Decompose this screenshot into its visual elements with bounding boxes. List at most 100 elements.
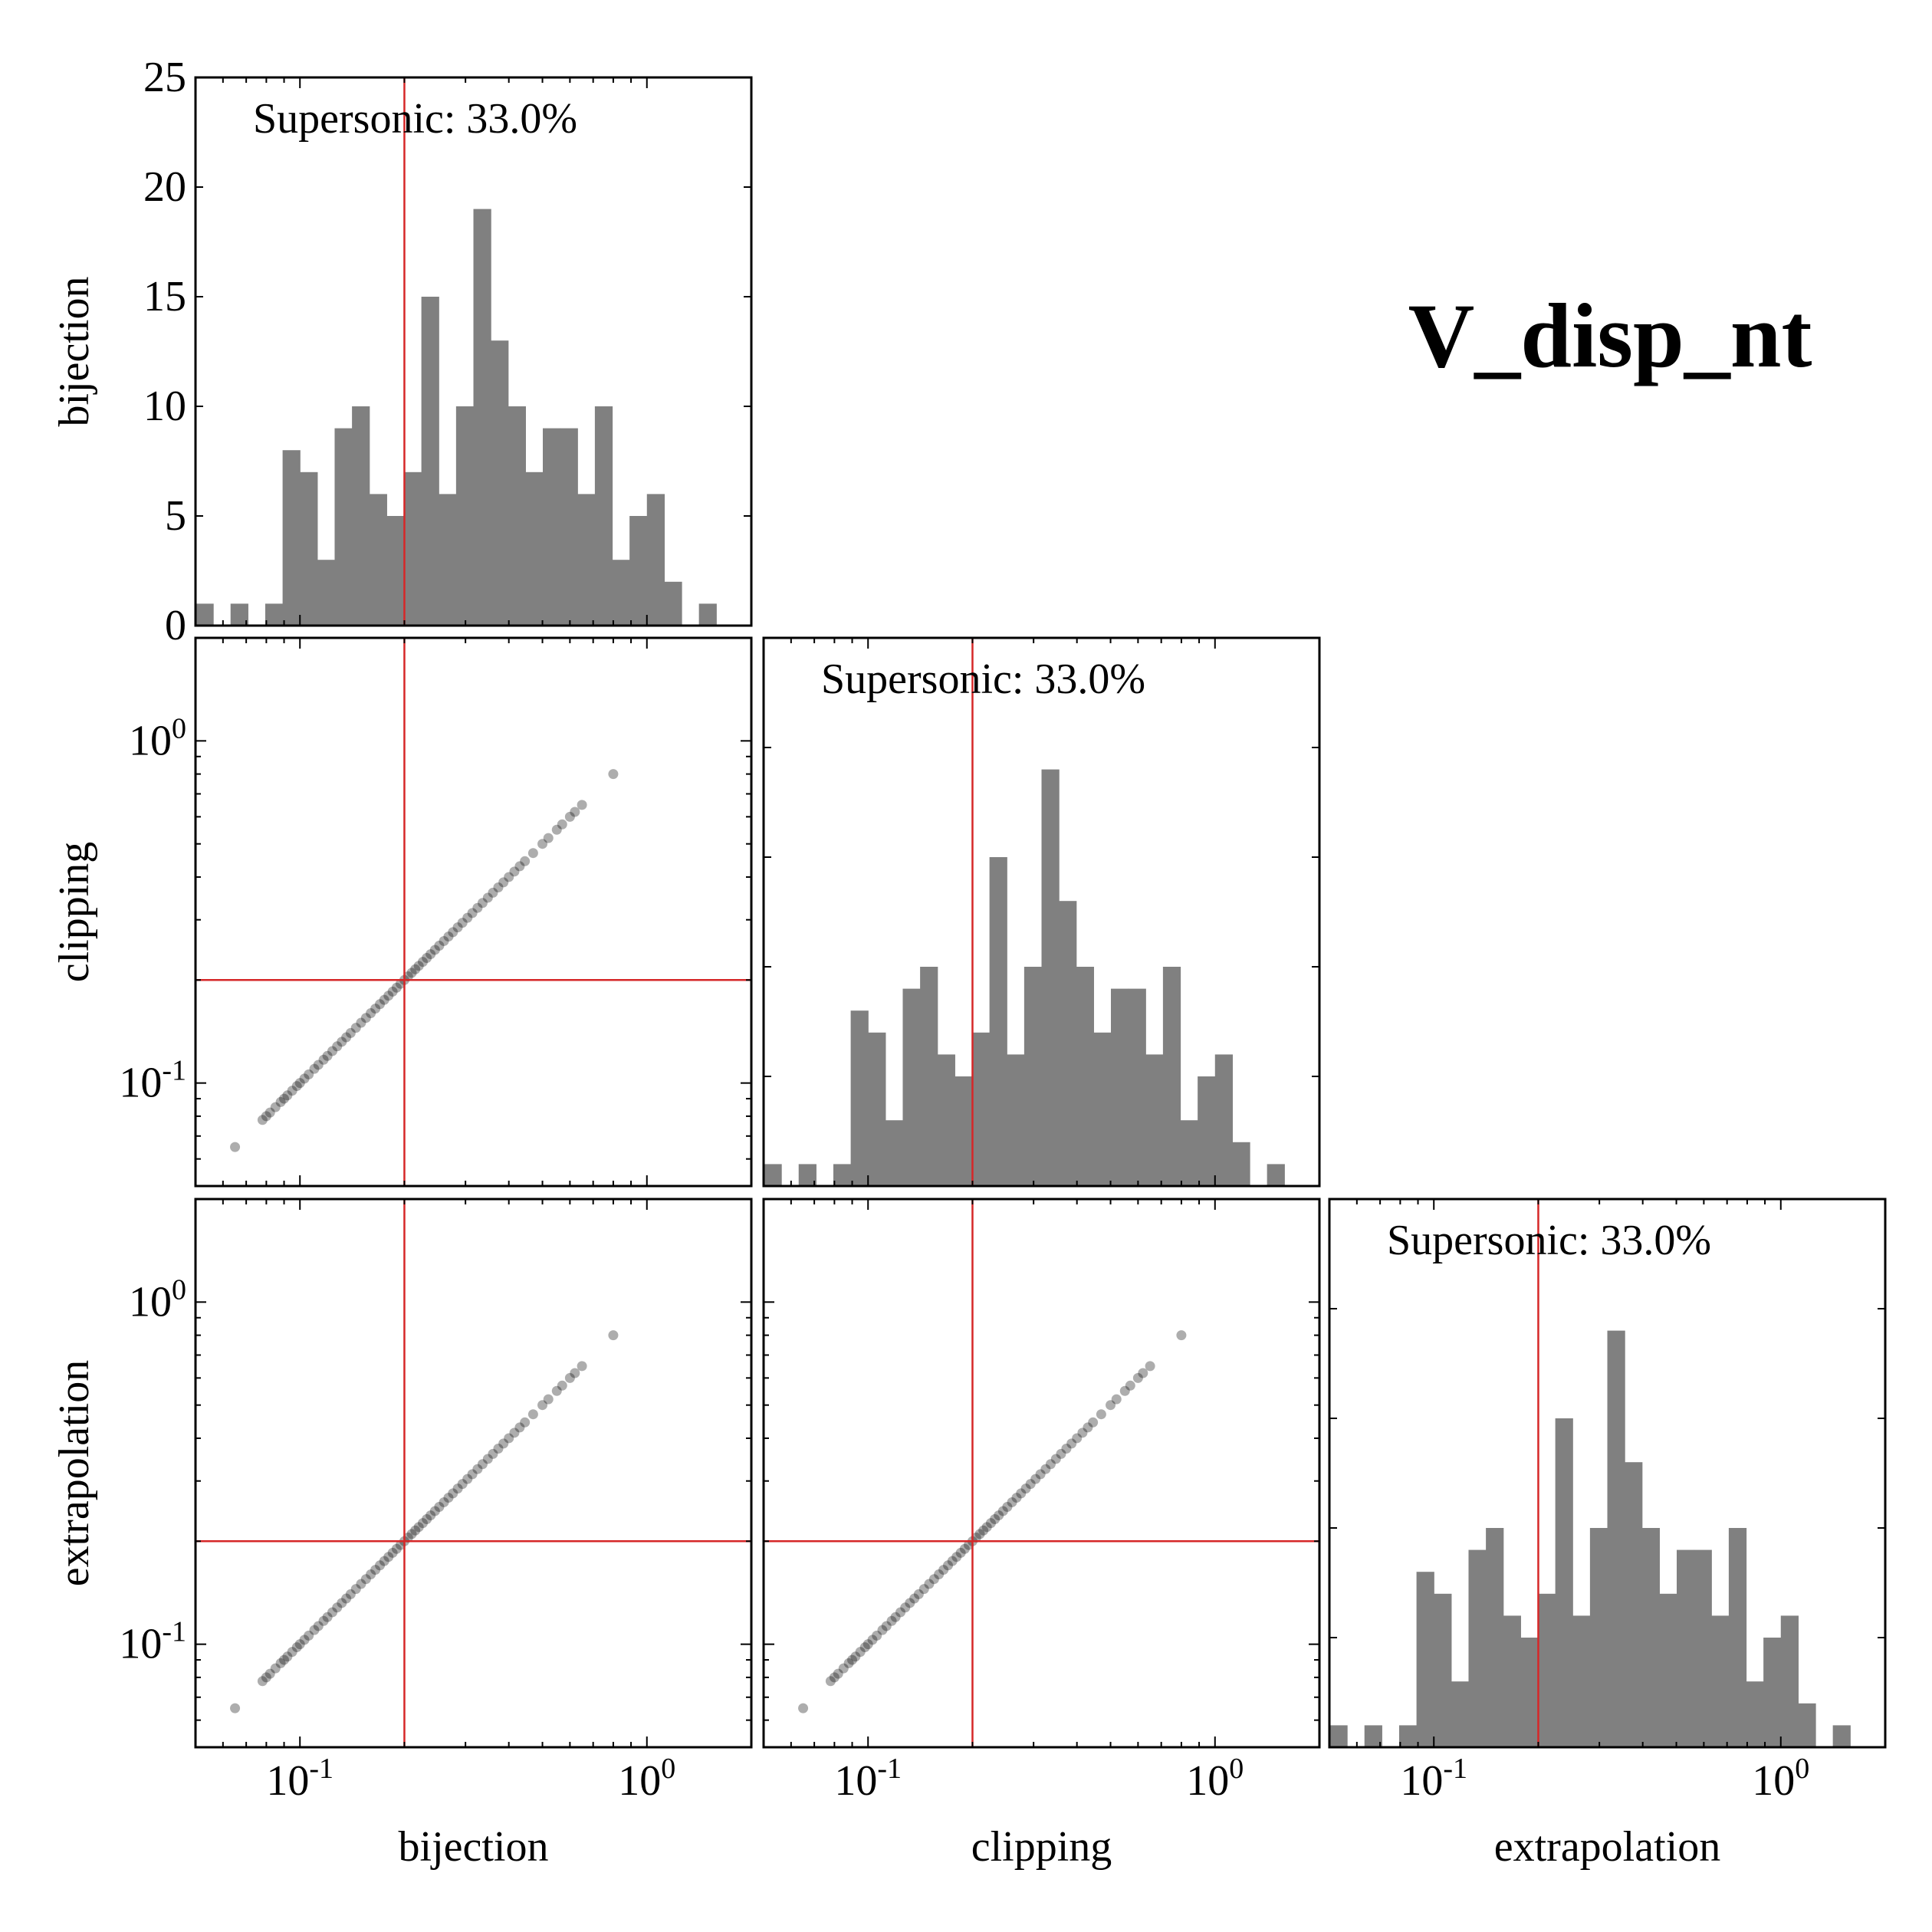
hist-bar xyxy=(1503,1615,1521,1747)
scatter-point xyxy=(994,1510,1004,1521)
scatter-point xyxy=(1030,1474,1041,1484)
scatter-point xyxy=(337,1598,347,1608)
scatter-point xyxy=(291,1642,302,1653)
scatter-point xyxy=(527,848,538,859)
hist-bar xyxy=(577,494,596,626)
scatter-point xyxy=(833,1668,843,1679)
scatter-point xyxy=(439,1497,449,1507)
scatter-point xyxy=(1072,1433,1083,1444)
scatter-point xyxy=(439,935,449,946)
hist-bar xyxy=(352,406,370,626)
hist-bar xyxy=(1214,1054,1233,1186)
y-tick-label: 10-1 xyxy=(119,1055,186,1107)
scatter-point xyxy=(1106,1400,1116,1411)
hist-bar xyxy=(850,1010,869,1186)
scatter-point xyxy=(477,1459,488,1470)
panel-frame-2-2 xyxy=(1328,1198,1887,1749)
scatter-point xyxy=(978,1525,989,1536)
hist-bar xyxy=(1007,1054,1025,1186)
hist-bar xyxy=(1093,1032,1112,1186)
scatter-point xyxy=(279,1654,290,1665)
figure-title: V_disp_nt xyxy=(1408,284,1812,386)
hist-bar xyxy=(543,428,561,626)
scatter-point xyxy=(379,994,389,1005)
scatter-point xyxy=(391,1543,402,1554)
hist-bar xyxy=(920,967,938,1186)
scatter-point xyxy=(843,1658,854,1668)
hist-bar xyxy=(1798,1703,1816,1747)
scatter-point xyxy=(577,800,587,810)
scatter-point xyxy=(383,991,394,1001)
hist-bar xyxy=(421,297,439,626)
x-tick-label: 100 xyxy=(1752,1753,1809,1805)
scatter-point xyxy=(443,1493,454,1503)
scatter-point xyxy=(1111,1394,1122,1405)
scatter-point xyxy=(985,1518,996,1529)
hist-bar xyxy=(937,1054,955,1186)
x-axis-label-bijection: bijection xyxy=(399,1823,549,1871)
scatter-point xyxy=(270,1102,281,1112)
hist-bar xyxy=(1076,967,1094,1186)
hist-bar xyxy=(1180,1120,1198,1186)
x-tick-label: 10-1 xyxy=(1400,1753,1467,1805)
scatter-point xyxy=(257,1115,268,1125)
scatter-point xyxy=(452,922,463,933)
supersonic-annotation: Supersonic: 33.0% xyxy=(1387,1217,1711,1264)
hist-bar xyxy=(508,406,526,626)
scatter-point xyxy=(422,953,432,964)
scatter-point xyxy=(564,1372,575,1383)
scatter-point xyxy=(943,1560,954,1571)
scatter-point xyxy=(402,971,413,982)
scatter-point xyxy=(895,1607,906,1618)
hist-bar xyxy=(612,560,630,626)
scatter-point xyxy=(282,1090,293,1101)
scatter-point xyxy=(322,1050,333,1061)
scatter-point xyxy=(974,1529,985,1539)
scatter-point xyxy=(877,1625,888,1635)
scatter-point xyxy=(383,1552,394,1562)
hist-bar xyxy=(1329,1725,1348,1747)
scatter-point xyxy=(341,1032,352,1043)
scatter-point xyxy=(230,1703,241,1714)
hist-bar xyxy=(1728,1528,1747,1747)
scatter-point xyxy=(375,1560,386,1571)
scatter-point xyxy=(608,1330,619,1341)
scatter-point xyxy=(360,1574,371,1585)
scatter-point xyxy=(327,1046,338,1056)
scatter-point xyxy=(886,1615,897,1626)
hist-bar xyxy=(282,450,301,626)
scatter-point xyxy=(537,839,548,849)
scatter-point xyxy=(520,856,531,866)
scatter-point xyxy=(1050,1454,1061,1464)
scatter-point xyxy=(275,1658,286,1668)
scatter-point xyxy=(467,908,478,918)
scatter-point xyxy=(913,1589,924,1599)
scatter-point xyxy=(332,1602,343,1613)
scatter-point xyxy=(304,1069,314,1079)
scatter-point xyxy=(360,1013,371,1024)
scatter-point xyxy=(488,887,498,898)
scatter-point xyxy=(504,872,514,882)
scatter-point xyxy=(291,1081,302,1092)
scatter-point xyxy=(990,1514,1001,1525)
scatter-point xyxy=(350,1584,361,1595)
scatter-point xyxy=(264,1668,275,1679)
scatter-point xyxy=(527,1409,538,1420)
panel-frame-2-0 xyxy=(194,1198,753,1749)
scatter-point xyxy=(997,1506,1008,1516)
hist-bar xyxy=(334,428,353,626)
hist-bar xyxy=(1537,1593,1556,1747)
hist-bar xyxy=(1024,967,1043,1186)
y-tick-label: 0 xyxy=(165,602,186,649)
hist-bar xyxy=(1625,1462,1643,1747)
histogram-extrapolation xyxy=(1329,1330,1851,1747)
scatter-point xyxy=(322,1612,333,1622)
scatter-point xyxy=(498,1438,509,1449)
scatter-point xyxy=(1035,1469,1046,1480)
hist-bar xyxy=(1780,1615,1799,1747)
scatter-point xyxy=(462,1474,473,1484)
histogram-bijection xyxy=(196,209,717,626)
scatter-point xyxy=(867,1635,878,1645)
scatter-point xyxy=(1025,1479,1036,1490)
supersonic-annotation: Supersonic: 33.0% xyxy=(253,95,577,143)
